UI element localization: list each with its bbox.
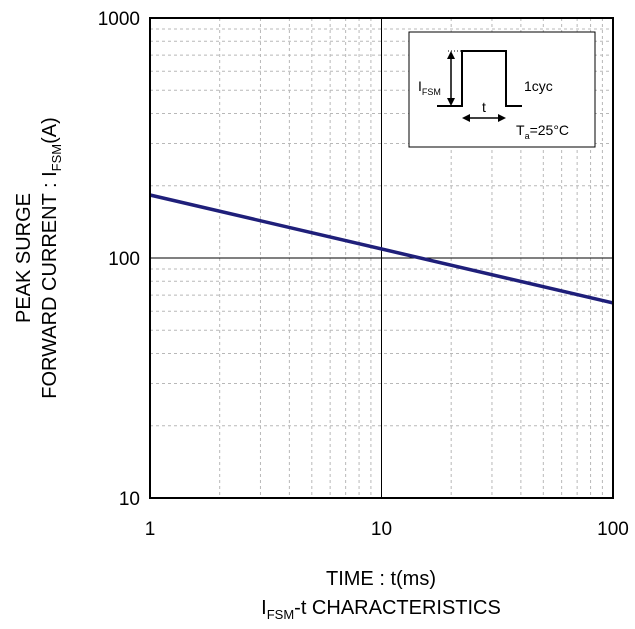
y-tick-label: 1000 xyxy=(98,9,140,30)
inset-t-label: t xyxy=(482,99,486,115)
chart-caption: IFSM-t CHARACTERISTICS xyxy=(261,597,501,622)
inset-box: IFSM 1cyc t Ta=25°C xyxy=(408,31,596,148)
y-tick-label: 100 xyxy=(108,249,140,270)
inset-cycle-label: 1cyc xyxy=(524,78,553,94)
t-arrow-head-right xyxy=(498,114,506,122)
y-axis-title: PEAK SURGE FORWARD CURRENT : IFSM(A) xyxy=(13,117,64,399)
series-group xyxy=(149,193,614,305)
y-axis-title-line1: PEAK SURGE xyxy=(13,193,35,323)
pulse-waveform xyxy=(437,50,522,107)
x-axis-title: TIME : t(ms) xyxy=(326,568,436,590)
y-axis-title-line2: FORWARD CURRENT : IFSM(A) xyxy=(39,117,64,399)
ifsm-curve xyxy=(149,193,614,305)
x-tick-label: 1 xyxy=(145,519,156,540)
y-tick-label: 10 xyxy=(119,489,140,510)
ifsm-arrow-head-up xyxy=(447,51,455,59)
x-tick-label: 100 xyxy=(597,519,629,540)
plot-frame xyxy=(149,17,614,499)
ifsm-arrow-head-down xyxy=(447,98,455,106)
x-tick-label: 10 xyxy=(371,519,392,540)
inset-ifsm-label: IFSM xyxy=(418,78,441,97)
t-arrow-head-left xyxy=(462,114,470,122)
inset-ta-label: Ta=25°C xyxy=(516,122,569,141)
